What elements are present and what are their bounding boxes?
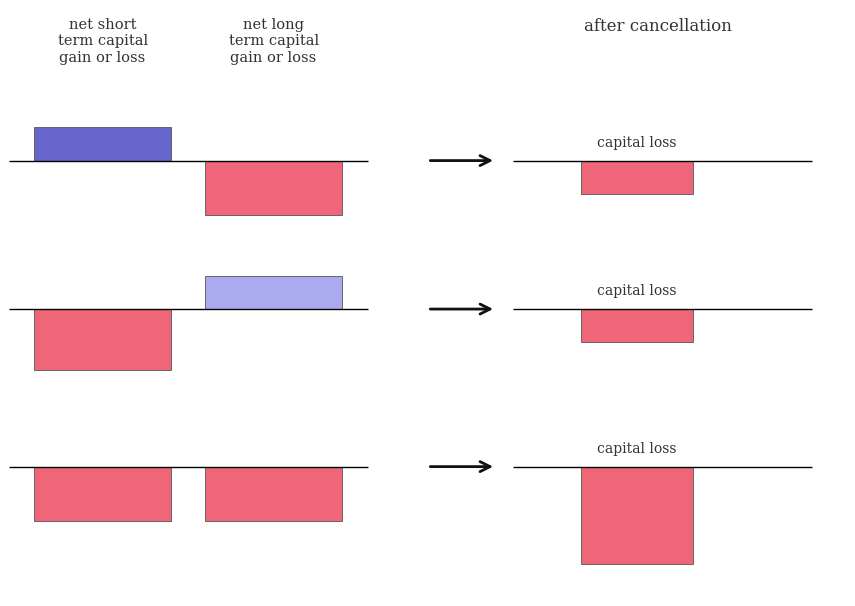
- Bar: [581, 467, 693, 564]
- Bar: [34, 467, 171, 521]
- Bar: [205, 276, 342, 309]
- Text: capital loss: capital loss: [598, 284, 676, 298]
- Bar: [34, 127, 171, 161]
- Text: after cancellation: after cancellation: [585, 18, 732, 35]
- Bar: [205, 161, 342, 215]
- Text: net short
term capital
gain or loss: net short term capital gain or loss: [57, 18, 148, 65]
- Text: net long
term capital
gain or loss: net long term capital gain or loss: [228, 18, 319, 65]
- Bar: [581, 309, 693, 342]
- Bar: [581, 161, 693, 194]
- Bar: [205, 467, 342, 521]
- Text: capital loss: capital loss: [598, 442, 676, 456]
- Bar: [34, 309, 171, 370]
- Text: capital loss: capital loss: [598, 136, 676, 150]
